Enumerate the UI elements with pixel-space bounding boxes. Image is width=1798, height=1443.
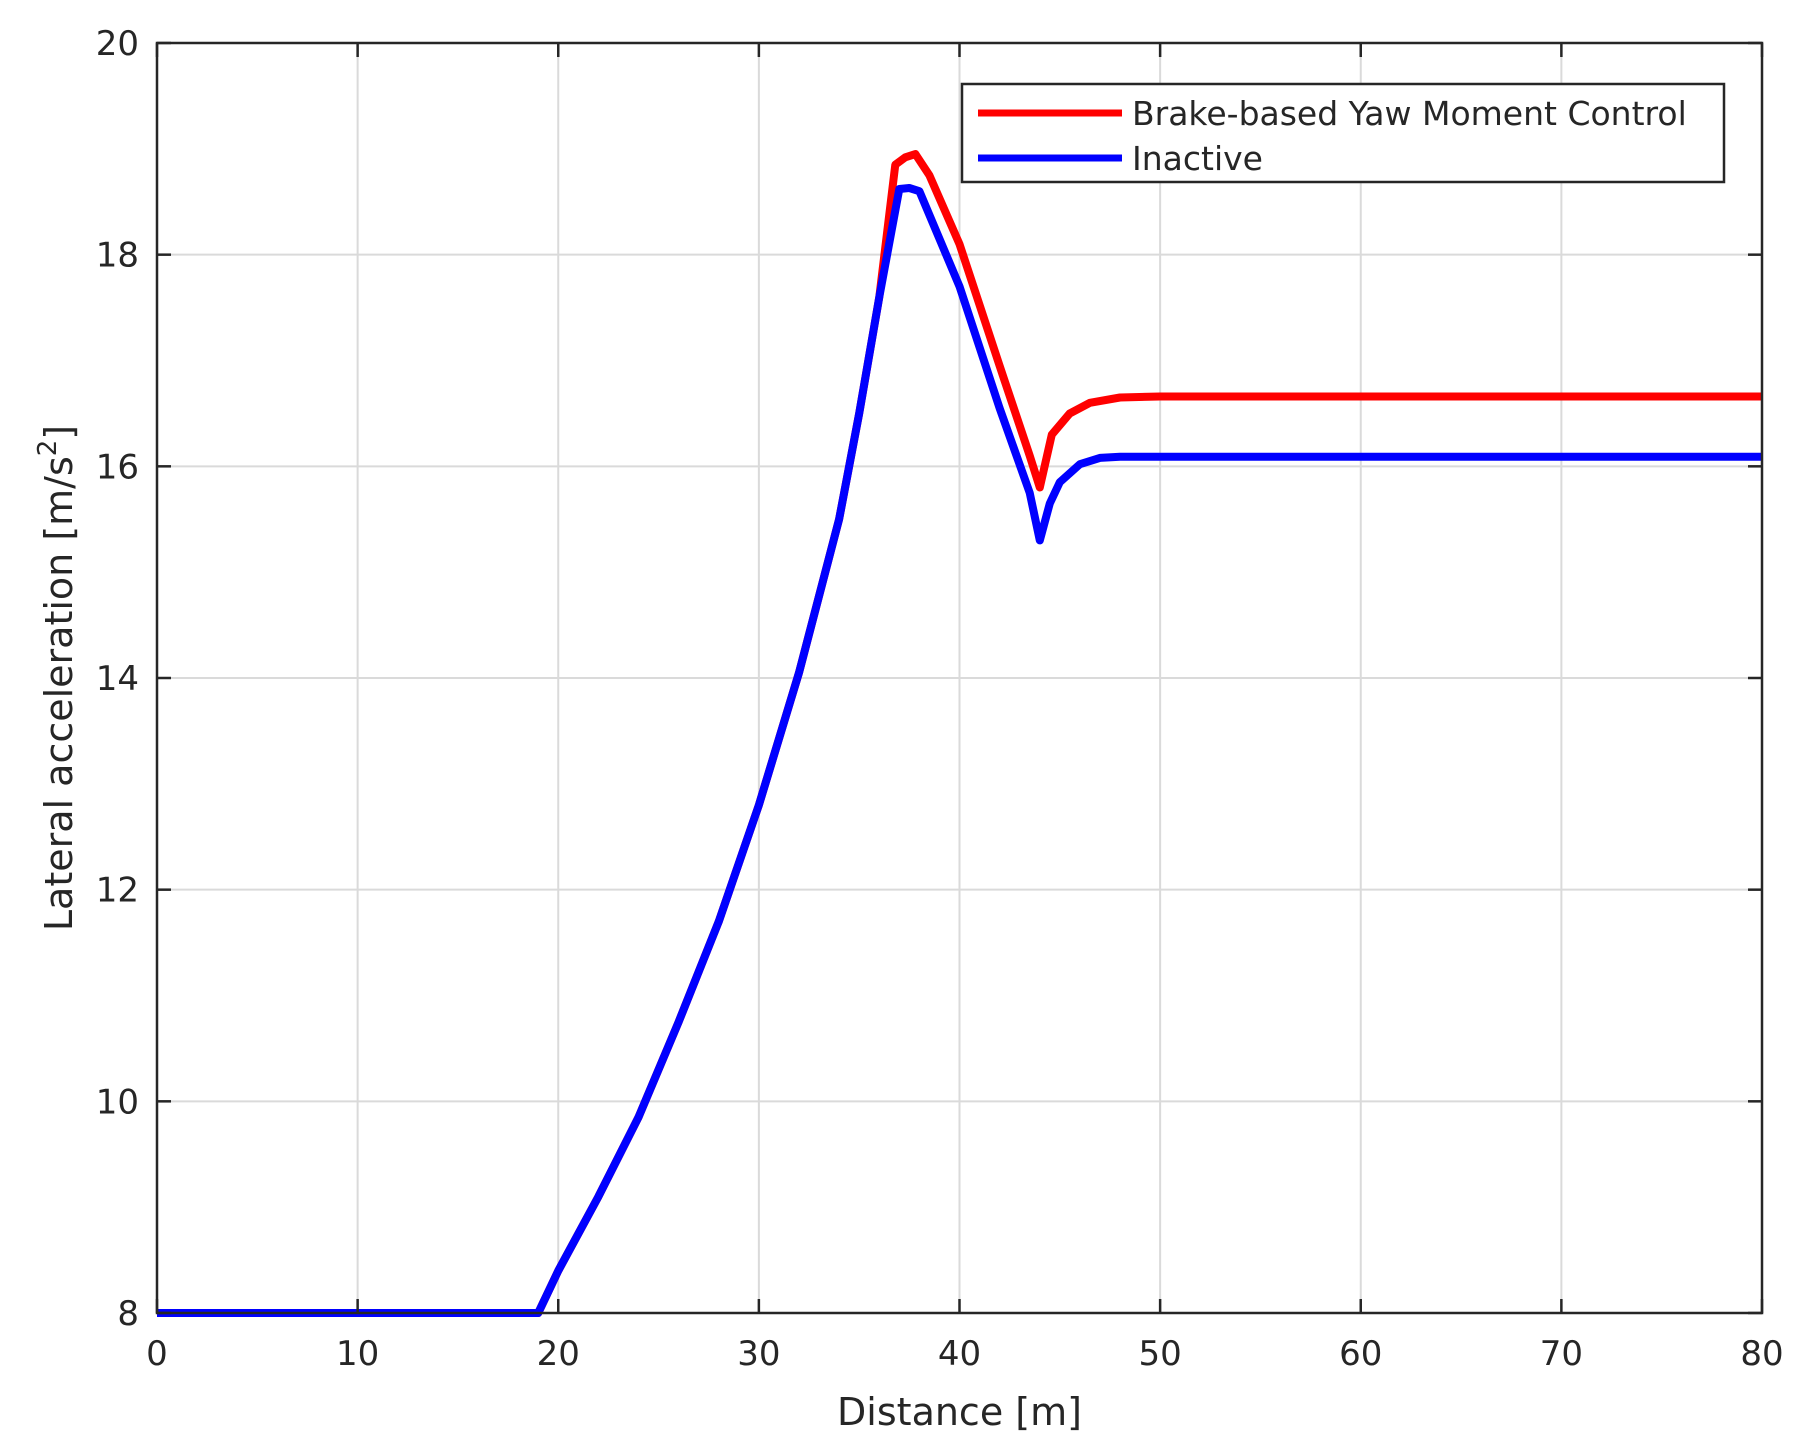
axis-ticks [155, 41, 1764, 1315]
y-axis-label-main: Lateral acceleration [m/s [37, 456, 81, 931]
y-tick-label: 18 [96, 236, 139, 276]
x-axis-label: Distance [m] [837, 1390, 1082, 1434]
y-tick-label: 8 [117, 1294, 139, 1334]
x-tick-label: 20 [537, 1334, 580, 1374]
grid [156, 42, 1763, 1314]
y-tick-label: 16 [96, 447, 139, 487]
x-tick-label: 40 [938, 1334, 981, 1374]
legend-box [960, 82, 1726, 184]
y-tick-label: 20 [96, 24, 139, 64]
y-axis-label-suffix: ] [37, 425, 81, 440]
x-tick-label: 70 [1540, 1334, 1583, 1374]
y-axis-tick-labels: 8 10 12 14 16 18 20 [96, 24, 139, 1334]
legend: Brake-based Yaw Moment Control Inactive [960, 82, 1726, 184]
y-tick-label: 14 [96, 659, 139, 699]
x-tick-label: 0 [146, 1334, 168, 1374]
y-axis-label: Lateral acceleration [m/s2] [33, 425, 81, 931]
x-tick-label: 30 [737, 1334, 780, 1374]
legend-entry-inactive: Inactive [1132, 139, 1263, 178]
x-tick-label: 10 [336, 1334, 379, 1374]
x-tick-label: 60 [1339, 1334, 1382, 1374]
legend-entry-brake-yaw-control: Brake-based Yaw Moment Control [1132, 94, 1687, 133]
y-tick-label: 10 [96, 1082, 139, 1122]
x-tick-label: 80 [1740, 1334, 1783, 1374]
y-axis-label-exponent: 2 [33, 440, 63, 457]
x-tick-label: 50 [1138, 1334, 1181, 1374]
x-axis-tick-labels: 0 10 20 30 40 50 60 70 80 [146, 1334, 1783, 1374]
y-tick-label: 12 [96, 871, 139, 911]
series-layer [157, 150, 1762, 1317]
series-line-inactive [157, 184, 1762, 1317]
